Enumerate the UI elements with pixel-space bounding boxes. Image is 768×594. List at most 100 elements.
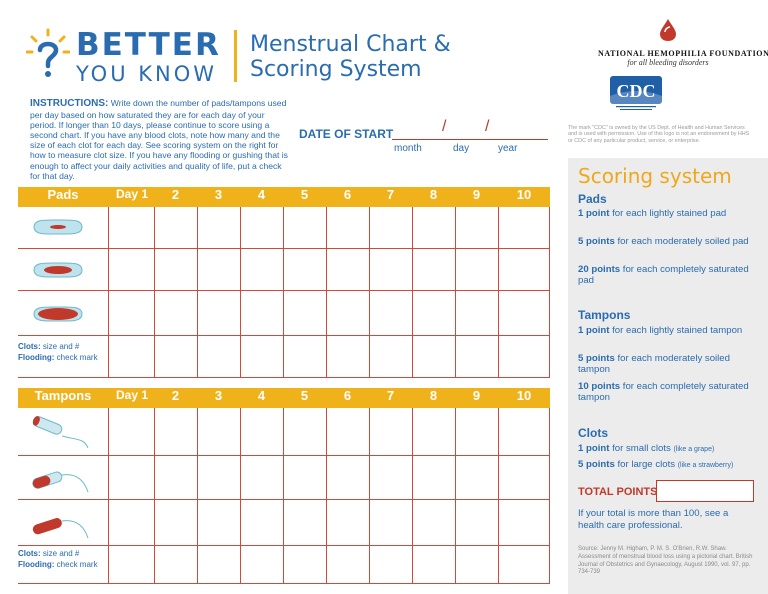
logo-you-know-text: YOU KNOW	[76, 62, 218, 86]
scoring-item: 10 points for each completely saturated …	[578, 381, 760, 403]
grid-line	[369, 408, 370, 584]
tampons-table-header: Tampons Day 1 2 3 4 5 6 7 8 9 10	[18, 388, 550, 408]
grid-line	[369, 207, 370, 378]
date-day-label: day	[453, 143, 470, 154]
scoring-tampons-heading: Tampons	[578, 308, 631, 322]
grid-line	[18, 545, 550, 546]
date-month-label: month	[394, 143, 422, 154]
day-header: 2	[171, 187, 180, 202]
day-header: 7	[386, 187, 395, 202]
tampons-grid: Clots: size and # Flooding: check mark	[18, 408, 550, 584]
cdc-logo-text: CDC	[617, 81, 656, 101]
total-points-label: TOTAL POINTS	[578, 486, 658, 498]
day-header: 8	[429, 187, 438, 202]
page-title: Menstrual Chart & Scoring System	[250, 32, 451, 83]
points-note: (like a strawberry)	[677, 462, 734, 469]
points-value: 1 point	[578, 443, 610, 454]
grid-line	[283, 207, 284, 378]
scoring-clots-heading: Clots	[578, 426, 608, 440]
points-value: 5 points	[578, 353, 615, 364]
day-header: 10	[516, 388, 532, 403]
total-points-field[interactable]	[656, 480, 754, 502]
day-header: 7	[386, 388, 395, 403]
saturated-tampon-icon	[32, 518, 89, 539]
light-tampon-icon	[32, 416, 89, 449]
grid-line	[108, 408, 109, 584]
grid-line	[18, 290, 550, 291]
source-citation: Source: Jenny M. Higham, P. M. S. O'Brie…	[578, 546, 753, 576]
day-header: 5	[300, 187, 309, 202]
date-slash: /	[442, 118, 447, 135]
grid-line	[326, 207, 327, 378]
blood-drop-icon	[660, 19, 676, 41]
points-note: (like a grape)	[673, 446, 715, 453]
scoring-item: 5 points for each moderately soiled tamp…	[578, 353, 760, 375]
points-value: 5 points	[578, 459, 615, 470]
day-header: 2	[171, 388, 180, 403]
points-desc: for each completely saturated pad	[578, 264, 749, 287]
pads-table: Pads Day 1 2 3 4 5 6 7 8 9 10	[18, 187, 550, 378]
tampons-table: Tampons Day 1 2 3 4 5 6 7 8 9 10	[18, 388, 550, 584]
grid-line	[154, 207, 155, 378]
points-desc: for each lightly stained tampon	[612, 325, 743, 336]
date-of-start-field[interactable]	[392, 139, 548, 140]
flooding-text: check mark	[56, 559, 98, 569]
grid-line	[18, 335, 550, 336]
day-header: 3	[214, 187, 223, 202]
flooding-text: check mark	[56, 352, 98, 362]
nhf-tagline: for all bleeding disorders	[627, 58, 709, 67]
grid-line	[455, 207, 456, 378]
date-of-start-label: DATE OF START	[299, 127, 394, 141]
grid-line	[412, 408, 413, 584]
clots-text: size and #	[42, 549, 80, 558]
day-header: 3	[214, 388, 223, 403]
cdc-logo-icon: CDC	[610, 76, 662, 110]
grid-line	[18, 377, 550, 378]
day-header: 10	[516, 187, 532, 202]
tampons-clots-flooding-note: Clots: size and # Flooding: check mark	[18, 549, 98, 571]
day-header: 8	[429, 388, 438, 403]
day-header: 5	[300, 388, 309, 403]
scoring-system-panel: Scoring system Pads 1 point for each lig…	[568, 158, 768, 594]
scoring-item: 1 point for each lightly stained pad	[578, 208, 760, 219]
better-you-know-logo: BETTER YOU KNOW	[26, 24, 226, 90]
grid-line	[18, 455, 550, 456]
scoring-item: 5 points for large clots (like a strawbe…	[578, 459, 760, 470]
points-desc: for each moderately soiled tampon	[578, 353, 730, 376]
scoring-item: 1 point for each lightly stained tampon	[578, 325, 760, 336]
moderate-pad-icon	[33, 262, 83, 278]
grid-line	[412, 207, 413, 378]
moderate-tampon-icon	[32, 471, 89, 493]
grid-line	[549, 207, 550, 378]
light-pad-icon	[33, 219, 83, 235]
day-header: 4	[257, 187, 266, 202]
grid-line	[154, 408, 155, 584]
instructions-label: INSTRUCTIONS:	[30, 98, 109, 109]
day-header: Day 1	[115, 388, 149, 402]
flooding-label: Flooding:	[18, 559, 55, 569]
clots-text: size and #	[42, 342, 80, 351]
title-divider	[234, 30, 237, 82]
points-value: 20 points	[578, 264, 621, 275]
grid-line	[326, 408, 327, 584]
grid-line	[498, 207, 499, 378]
saturated-pad-icon	[33, 306, 83, 322]
pads-grid: Clots: size and # Flooding: check mark	[18, 207, 550, 378]
points-value: 1 point	[578, 325, 610, 336]
clots-label: Clots:	[18, 549, 41, 558]
instructions: INSTRUCTIONS: Write down the number of p…	[30, 98, 292, 181]
points-value: 1 point	[578, 208, 610, 219]
points-desc: for each moderately soiled pad	[617, 236, 749, 247]
pads-clots-flooding-note: Clots: size and # Flooding: check mark	[18, 342, 98, 364]
instructions-text: Write down the number of pads/tampons us…	[30, 98, 288, 181]
clots-label: Clots:	[18, 342, 41, 351]
day-header: 6	[343, 187, 352, 202]
points-desc: for small clots	[612, 443, 671, 454]
grid-line	[240, 408, 241, 584]
page-title-line1: Menstrual Chart &	[250, 32, 451, 57]
date-year-label: year	[498, 143, 518, 154]
grid-line	[197, 408, 198, 584]
points-desc: for large clots	[617, 459, 676, 470]
points-desc: for each completely saturated tampon	[578, 381, 749, 404]
grid-line	[283, 408, 284, 584]
